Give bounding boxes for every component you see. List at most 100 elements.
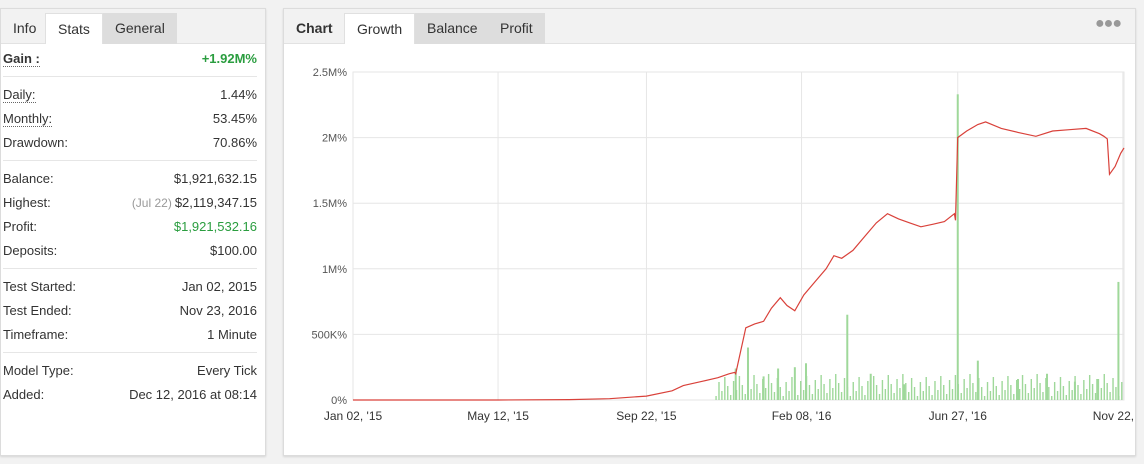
volume-bar [759, 393, 761, 400]
volume-bar [744, 394, 746, 400]
balance-label: Balance: [3, 171, 54, 186]
volume-bar [808, 385, 811, 400]
stat-row-model-type: Model Type: Every Tick [3, 359, 257, 383]
volume-bar [931, 395, 933, 400]
volume-bar [750, 389, 752, 400]
volume-bar [1007, 376, 1009, 400]
x-tick-label: Feb 08, '16 [772, 409, 832, 423]
volume-bar [823, 384, 825, 400]
volume-bar [884, 389, 887, 400]
volume-bar [732, 381, 735, 400]
gain-label[interactable]: Gain : [3, 51, 40, 67]
volume-bar [1048, 387, 1050, 400]
volume-bar [1013, 394, 1015, 400]
profit-value: $1,921,532.16 [173, 219, 257, 234]
volume-bar [1112, 378, 1114, 400]
volume-bar [890, 384, 892, 400]
volume-bar [957, 384, 960, 400]
volume-bar [820, 375, 822, 400]
volume-bar [903, 384, 906, 400]
tab-stats[interactable]: Stats [45, 13, 103, 44]
x-tick-label: Jun 27, '16 [929, 409, 988, 423]
volume-bar [802, 390, 805, 400]
volume-bar [969, 374, 971, 400]
volume-bar [1018, 389, 1021, 400]
y-tick-label: 2.5M% [313, 67, 347, 79]
volume-bar [869, 373, 872, 400]
tab-profit[interactable]: Profit [488, 13, 545, 44]
volume-bar [978, 378, 980, 400]
volume-bar [1010, 385, 1012, 400]
volume-bar [791, 377, 793, 400]
volume-bar [727, 386, 729, 400]
volume-bar [995, 386, 997, 400]
volume-bar [767, 374, 770, 400]
volume-bar [1083, 380, 1085, 400]
x-tick-label: Nov 22, '16 [1093, 409, 1135, 423]
volume-bar [1086, 389, 1088, 400]
monthly-label[interactable]: Monthly: [3, 111, 53, 127]
volume-bar [1033, 388, 1035, 400]
volume-bar [773, 392, 776, 400]
volume-bar [814, 380, 817, 400]
volume-bar [762, 379, 764, 400]
daily-label[interactable]: Daily: [3, 87, 36, 103]
volume-bar [1065, 395, 1068, 400]
y-tick-label: 0% [331, 395, 347, 407]
volume-bar [1051, 396, 1053, 400]
tab-info[interactable]: Info [13, 20, 37, 36]
volume-bar [715, 396, 717, 400]
monthly-value: 53.45% [212, 111, 257, 126]
volume-bar [777, 368, 780, 400]
volume-bar [1053, 382, 1056, 400]
tab-growth[interactable]: Growth [344, 13, 416, 44]
volume-bar [1106, 383, 1108, 400]
volume-bar [934, 381, 936, 400]
tab-general[interactable]: General [103, 13, 177, 44]
growth-chart: 0% 500K% 1M% 1.5M% 2M% 2.5M% Jan 02, '15 May 12… [312, 67, 1135, 423]
balance-value: $1,921,632.15 [173, 171, 257, 186]
volume-bar [896, 379, 898, 400]
drawdown-label: Drawdown: [3, 135, 69, 150]
volume-bar [829, 379, 831, 400]
volume-bar [817, 389, 819, 400]
volume-bar [852, 382, 854, 400]
tab-balance[interactable]: Balance [415, 13, 490, 44]
volume-bar [960, 393, 962, 400]
volume-bar [811, 394, 814, 400]
volume-bar [729, 395, 732, 400]
x-tick-label: Jan 02, '15 [324, 409, 383, 423]
test-started-value: Jan 02, 2015 [181, 279, 257, 294]
volume-bar [1030, 379, 1032, 400]
volume-bar [1056, 391, 1059, 400]
volume-bar [864, 395, 866, 400]
highest-value-wrap: (Jul 22) $2,119,347.15 [132, 191, 257, 215]
highest-value: $2,119,347.15 [174, 195, 257, 210]
volume-bar [861, 386, 863, 400]
volume-bar [782, 396, 784, 400]
stat-row-drawdown: Drawdown: 70.86% [3, 131, 257, 155]
volume-bar [1097, 379, 1100, 400]
volume-bar [1077, 385, 1079, 400]
timeframe-value: 1 Minute [207, 327, 257, 342]
volume-bar [1004, 390, 1006, 400]
stats-list: Gain : +1.92M% Daily: 1.44% Monthly: 53.… [1, 47, 265, 407]
volume-bar [721, 391, 723, 400]
divider [3, 160, 257, 161]
ellipsis-icon[interactable]: ●●● [1095, 15, 1122, 32]
volume-bar [1115, 387, 1117, 400]
volume-bar [905, 383, 907, 400]
volume-bar [805, 376, 808, 400]
stat-row-daily: Daily: 1.44% [3, 83, 257, 107]
test-started-label: Test Started: [3, 279, 76, 294]
tab-chart[interactable]: Chart [296, 20, 333, 36]
stat-row-gain: Gain : +1.92M% [3, 47, 257, 71]
volume-bar [1091, 384, 1094, 400]
volume-bar [908, 392, 910, 400]
test-ended-value: Nov 23, 2016 [179, 303, 257, 318]
volume-bar [1080, 394, 1082, 400]
volume-bar [989, 391, 992, 400]
volume-bar [1109, 392, 1111, 400]
added-label: Added: [3, 387, 45, 402]
volume-bar [881, 380, 884, 400]
